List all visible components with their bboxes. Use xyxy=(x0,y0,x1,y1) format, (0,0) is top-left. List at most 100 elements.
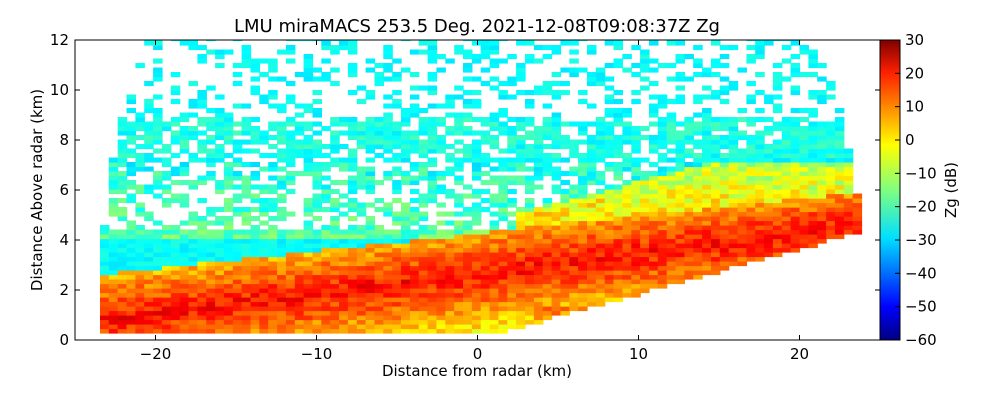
radar-cell-1789 xyxy=(463,207,473,213)
radar-cell-181 xyxy=(427,315,438,321)
radar-cell-3465 xyxy=(427,40,438,42)
radar-cell-1455 xyxy=(303,229,314,235)
radar-cell-570 xyxy=(347,283,358,289)
radar-cell-684 xyxy=(206,274,216,280)
radar-cell-1052 xyxy=(303,252,314,258)
radar-cell-2711 xyxy=(613,139,623,145)
radar-cell-1159 xyxy=(569,247,579,253)
radar-cell-406 xyxy=(507,297,517,303)
radar-cell-901 xyxy=(277,261,287,267)
radar-cell-3390 xyxy=(454,49,464,55)
radar-cell-1842 xyxy=(339,202,349,208)
radar-cell-413 xyxy=(569,297,579,303)
radar-cell-884 xyxy=(126,261,136,267)
colorbar-tick-label: −50 xyxy=(905,298,937,316)
radar-cell-2345 xyxy=(631,166,641,172)
radar-cell-1553 xyxy=(622,225,632,231)
radar-cell-682 xyxy=(188,274,198,280)
radar-cell-2913 xyxy=(799,126,809,132)
radar-cell-47 xyxy=(108,324,119,330)
radar-cell-2223 xyxy=(631,175,641,181)
radar-cell-2188 xyxy=(153,175,163,181)
radar-cell-3267 xyxy=(595,72,606,78)
radar-cell-1122 xyxy=(241,247,252,253)
radar-cell-1975 xyxy=(560,193,570,199)
radar-cell-3322 xyxy=(711,63,721,69)
radar-cell-1671 xyxy=(595,216,606,222)
radar-cell-2552 xyxy=(197,148,207,154)
radar-cell-2097 xyxy=(604,184,615,190)
radar-cell-2451 xyxy=(480,157,491,163)
radar-cell-1389 xyxy=(463,234,473,240)
radar-cell-3369 xyxy=(622,54,632,60)
radar-cell-394 xyxy=(401,297,411,303)
radar-cell-2204 xyxy=(383,175,393,181)
radar-cell-2355 xyxy=(737,166,747,172)
radar-cell-683 xyxy=(197,274,207,280)
radar-cell-3376 xyxy=(790,54,801,60)
radar-cell-584 xyxy=(471,283,482,289)
radar-cell-2477 xyxy=(755,157,765,163)
radar-cell-185 xyxy=(463,315,473,321)
radar-cell-582 xyxy=(454,283,464,289)
radar-cell-152 xyxy=(170,315,181,321)
radar-cell-3059 xyxy=(153,108,163,114)
radar-cell-3367 xyxy=(525,54,535,60)
colorbar-tick-label: −60 xyxy=(905,331,937,349)
radar-cell-1508 xyxy=(772,229,783,235)
radar-cell-1493 xyxy=(640,229,650,235)
radar-cell-1500 xyxy=(702,229,712,235)
radar-cell-3282 xyxy=(312,67,322,73)
radar-cell-1999 xyxy=(772,193,783,199)
radar-cell-1496 xyxy=(666,229,677,235)
radar-cell-636 xyxy=(365,279,376,285)
radar-cell-1848 xyxy=(418,202,429,208)
radar-cell-213 xyxy=(259,310,269,316)
radar-cell-571 xyxy=(356,283,367,289)
radar-cell-1106 xyxy=(100,247,110,253)
radar-cell-710 xyxy=(436,274,446,280)
radar-cell-3307 xyxy=(268,63,278,69)
radar-cell-401 xyxy=(463,297,473,303)
radar-cell-2190 xyxy=(197,175,207,181)
radar-cell-1271 xyxy=(144,238,154,244)
radar-cell-2647 xyxy=(613,144,623,150)
radar-cell-2408 xyxy=(702,162,712,168)
radar-cell-235 xyxy=(454,310,464,316)
radar-cell-1954 xyxy=(843,198,854,204)
radar-cell-3430 xyxy=(179,40,190,46)
radar-cell-1587 xyxy=(223,220,234,226)
radar-cell-3125 xyxy=(693,99,703,105)
radar-cell-3135 xyxy=(268,94,278,100)
radar-cell-2861 xyxy=(135,126,145,132)
radar-cell-1156 xyxy=(542,247,553,253)
radar-cell-1088 xyxy=(622,252,632,258)
radar-cell-3137 xyxy=(365,94,376,100)
radar-cell-1142 xyxy=(418,247,429,253)
radar-cell-3409 xyxy=(347,45,358,51)
radar-cell-3440 xyxy=(516,40,526,46)
radar-cell-2043 xyxy=(649,189,659,195)
radar-cell-1637 xyxy=(817,220,827,226)
radar-cell-3153 xyxy=(764,94,774,100)
radar-cell-2144 xyxy=(374,180,384,186)
radar-cell-2012 xyxy=(144,189,154,195)
radar-cell-1048 xyxy=(268,252,278,258)
radar-cell-849 xyxy=(445,265,455,271)
radar-cell-753 xyxy=(215,270,225,276)
radar-cell-1554 xyxy=(631,225,641,231)
radar-cell-3385 xyxy=(347,49,358,55)
radar-cell-1338 xyxy=(737,238,747,244)
radar-cell-298 xyxy=(542,306,553,312)
radar-cell-1237 xyxy=(560,243,570,249)
radar-cell-420 xyxy=(108,292,119,298)
radar-cell-3360 xyxy=(383,54,393,60)
radar-cell-301 xyxy=(569,306,579,312)
radar-cell-3350 xyxy=(675,58,685,64)
radar-cell-1021 xyxy=(693,256,703,262)
radar-cell-822 xyxy=(206,265,216,271)
radar-cell-675 xyxy=(126,274,136,280)
radar-cell-1741 xyxy=(631,211,641,217)
radar-cell-1478 xyxy=(507,229,517,235)
radar-cell-93 xyxy=(516,324,526,330)
